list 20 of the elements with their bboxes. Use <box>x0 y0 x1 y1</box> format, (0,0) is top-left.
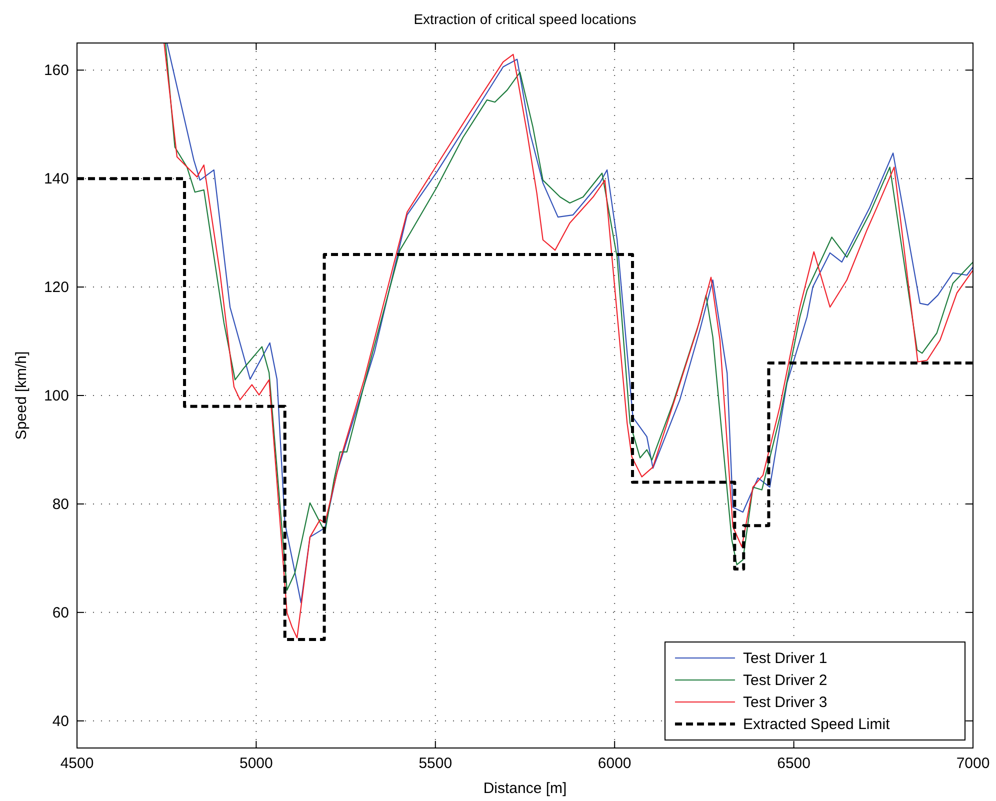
y-tick-label: 140 <box>44 170 69 188</box>
x-axis-title: Distance [m] <box>483 780 567 797</box>
x-tick-label: 5500 <box>418 755 452 772</box>
y-tick-label: 160 <box>44 62 69 80</box>
y-axis-title: Speed [km/h] <box>13 351 30 440</box>
x-tick-label: 6500 <box>777 755 810 772</box>
legend-label: Test Driver 3 <box>743 694 828 711</box>
legend-label: Test Driver 2 <box>743 672 828 689</box>
y-tick-label: 80 <box>52 496 69 513</box>
x-tick-label: 5000 <box>240 755 273 772</box>
y-tick-label: 40 <box>52 712 69 730</box>
x-tick-label: 4500 <box>60 755 94 772</box>
chart-title: Extraction of critical speed locations <box>414 11 636 27</box>
x-tick-label: 7000 <box>956 755 990 772</box>
legend-label: Test Driver 1 <box>743 650 828 667</box>
y-tick-label: 60 <box>52 604 69 622</box>
y-tick-label: 120 <box>44 279 69 296</box>
y-tick-label: 100 <box>44 388 69 404</box>
x-tick-label: 6000 <box>598 755 632 772</box>
legend-label: Extracted Speed Limit <box>743 716 891 733</box>
